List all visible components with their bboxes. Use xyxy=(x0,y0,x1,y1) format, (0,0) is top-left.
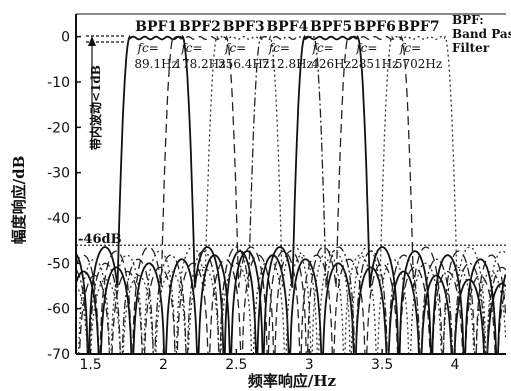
fc-value-bpf3: 356.4Hz xyxy=(218,57,269,71)
x-tick-label: 2.5 xyxy=(225,357,247,373)
y-tick-label: -10 xyxy=(47,75,70,91)
filter-curve-bpf1 xyxy=(76,34,506,354)
x-axis-ticks: 1.5 2 2.5 3 3.5 4 xyxy=(79,349,460,373)
legend-note-abbr: BPF: xyxy=(452,13,484,27)
fc-label: fc= xyxy=(224,41,246,55)
y-tick-label: -70 xyxy=(47,347,70,363)
x-axis-title: 频率响应/Hz xyxy=(248,372,337,390)
x-tick-label: 3 xyxy=(305,357,314,373)
filter-curve-bpf6 xyxy=(76,35,506,354)
band-name-bpf2: BPF2 xyxy=(179,19,221,35)
fc-value-bpf4: 712.8Hz xyxy=(262,57,313,71)
fc-label: fc= xyxy=(268,41,290,55)
band-name-bpf4: BPF4 xyxy=(266,19,308,35)
fc-label: fc= xyxy=(399,41,421,55)
legend-note-line3: Filter xyxy=(452,41,490,55)
y-tick-label: -30 xyxy=(47,166,70,182)
x-tick-label: 2 xyxy=(159,357,168,373)
filter-curve-bpf5 xyxy=(76,34,506,354)
passband-ripple-label: 带内波动<1dB xyxy=(88,65,103,150)
x-tick-label: 1.5 xyxy=(79,357,101,373)
fc-label: fc= xyxy=(355,41,377,55)
band-name-bpf5: BPF5 xyxy=(310,19,352,35)
y-tick-label: 0 xyxy=(61,30,70,46)
band-labels: BPF1fc=89.1HzBPF2fc=178.2HzBPF3fc=356.4H… xyxy=(134,19,442,71)
y-tick-label: -60 xyxy=(47,302,70,318)
fc-value-bpf5: 426Hz xyxy=(311,57,351,71)
y-tick-label: -40 xyxy=(47,211,70,227)
filter-curves xyxy=(76,34,506,354)
band-name-bpf1: BPF1 xyxy=(135,19,177,35)
fc-value-bpf7: 5702Hz xyxy=(395,57,442,71)
fc-value-bpf6: 2851Hz xyxy=(351,57,398,71)
axes xyxy=(75,13,506,355)
y-axis-title: 幅度响应/dB xyxy=(10,156,28,245)
filter-curve-bpf2 xyxy=(76,35,506,354)
y-tick-label: -20 xyxy=(47,120,70,136)
fc-label: fc= xyxy=(180,41,202,55)
y-tick-label: -50 xyxy=(47,256,70,272)
fc-value-bpf2: 178.2Hz xyxy=(174,57,225,71)
band-name-bpf7: BPF7 xyxy=(398,19,440,35)
fc-label: fc= xyxy=(311,41,333,55)
x-tick-label: 3.5 xyxy=(371,357,393,373)
fc-label: fc= xyxy=(137,41,159,55)
filter-curve-bpf4 xyxy=(76,35,506,354)
x-tick-label: 4 xyxy=(451,357,460,373)
fc-value-bpf1: 89.1Hz xyxy=(134,57,178,71)
filter-curve-bpf3 xyxy=(76,35,506,354)
legend-note-line2: Band Pass xyxy=(452,27,511,41)
legend-note: BPF:Band PassFilter xyxy=(452,13,511,55)
y-axis-ticks: 0 -10 -20 -30 -40 -50 -60 -70 xyxy=(47,30,81,363)
ripple-arrow-head xyxy=(88,36,96,46)
band-name-bpf3: BPF3 xyxy=(223,19,265,35)
band-name-bpf6: BPF6 xyxy=(354,19,396,35)
reference-level-label: -46dB xyxy=(78,232,122,247)
filter-curve-bpf7 xyxy=(76,35,506,354)
